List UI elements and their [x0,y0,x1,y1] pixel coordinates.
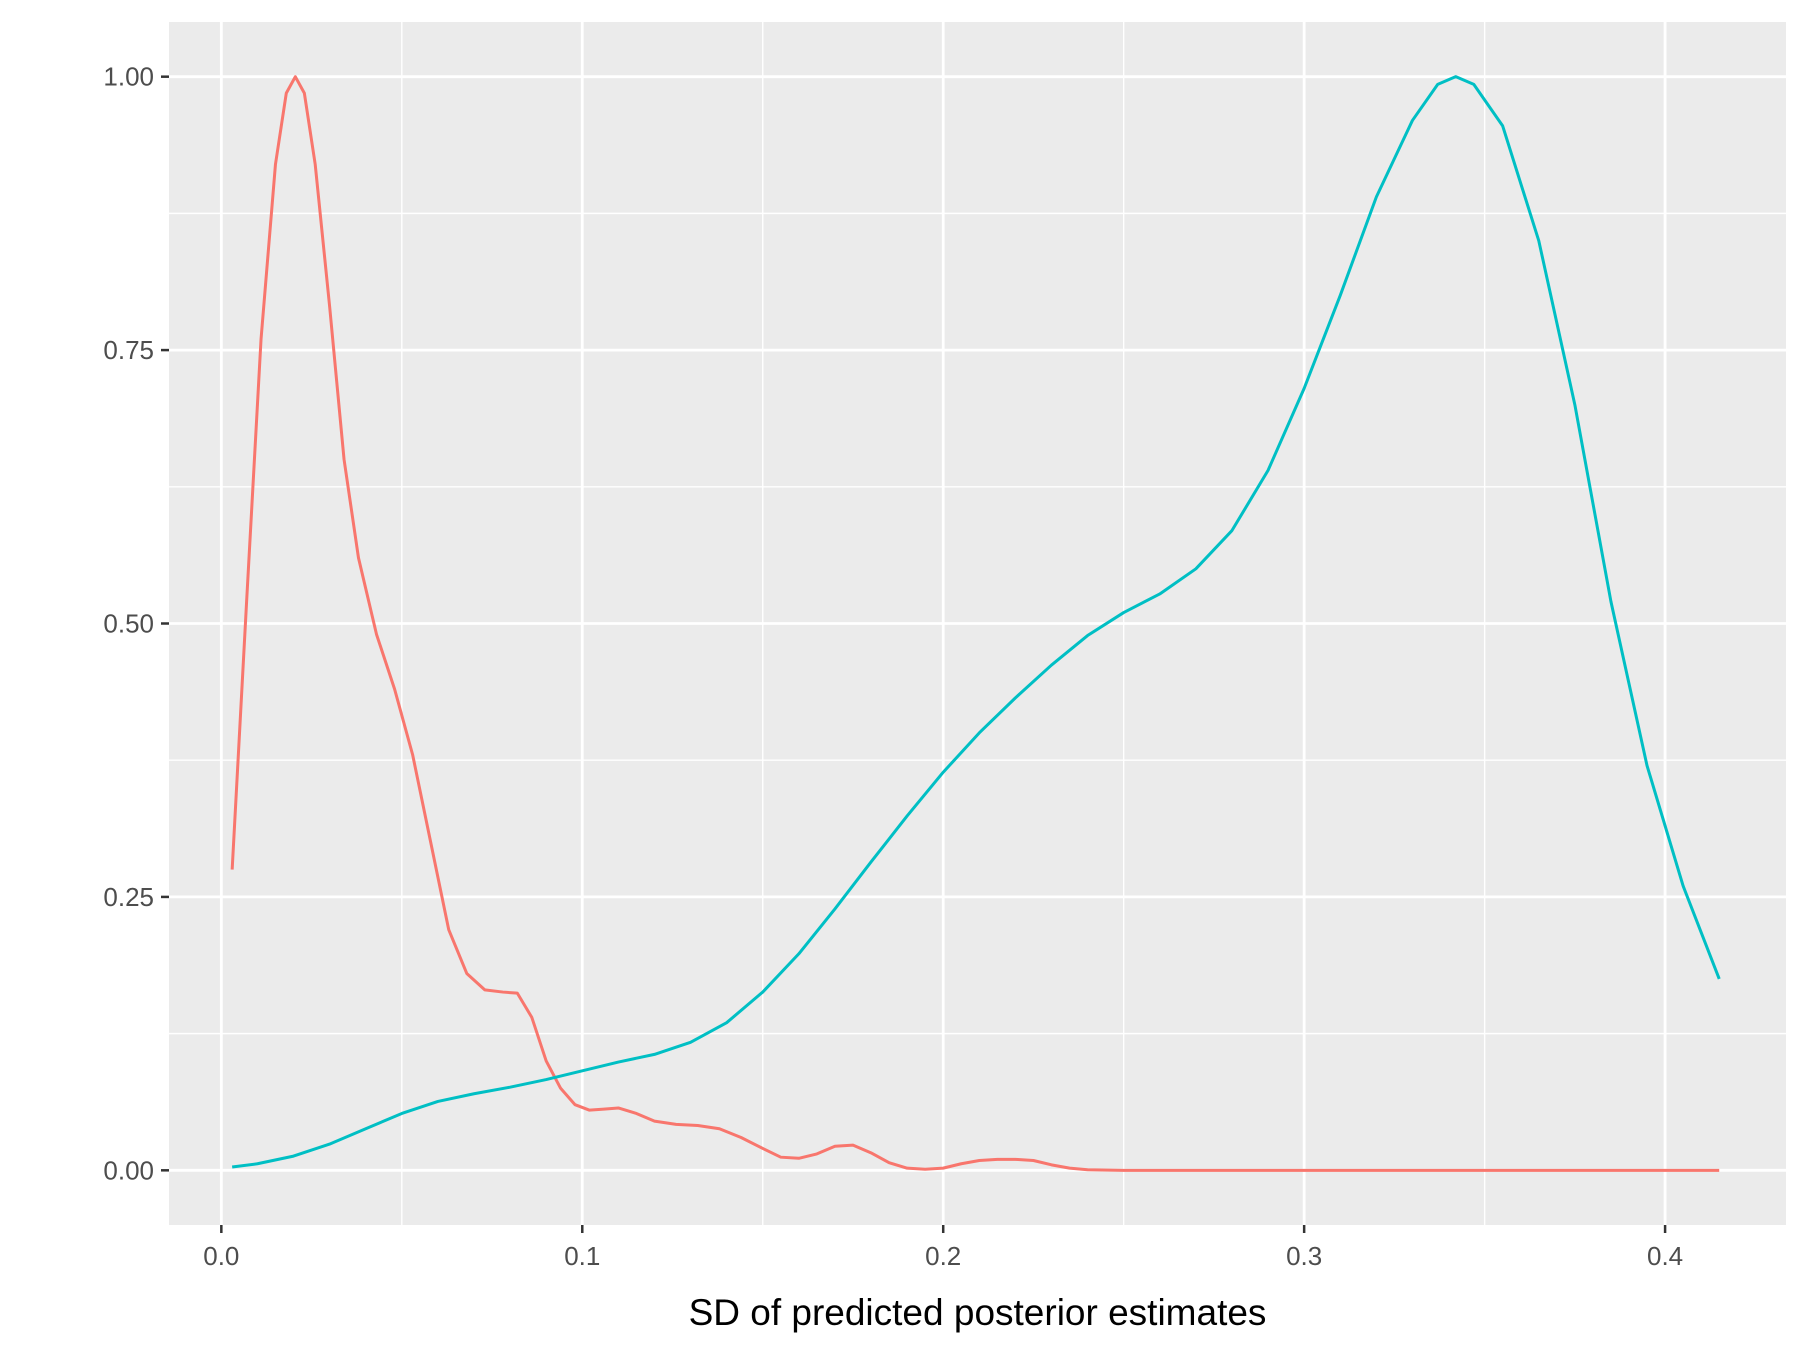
x-axis-title: SD of predicted posterior estimates [689,1292,1267,1333]
density-line-2 [231,75,1721,1169]
x-tick-label: 0.3 [1286,1241,1322,1271]
y-tick-label: 1.00 [103,62,154,92]
y-tick-label: 0.75 [103,335,154,365]
y-tick-label: 0.25 [103,882,154,912]
y-tick-label: 0.50 [103,609,154,639]
x-tick-label: 0.4 [1647,1241,1683,1271]
x-axis: 0.0 0.1 0.2 0.3 0.4 [203,1225,1683,1271]
density-line-1 [230,75,1720,1172]
x-tick-label: 0.0 [203,1241,239,1271]
y-tick-label: 0.00 [103,1155,154,1185]
y-axis: 0.00 0.25 0.50 0.75 1.00 [103,62,169,1185]
x-tick-label: 0.2 [925,1241,961,1271]
density-series [230,75,1721,1172]
major-gridlines [169,22,1786,1225]
x-tick-label: 0.1 [564,1241,600,1271]
